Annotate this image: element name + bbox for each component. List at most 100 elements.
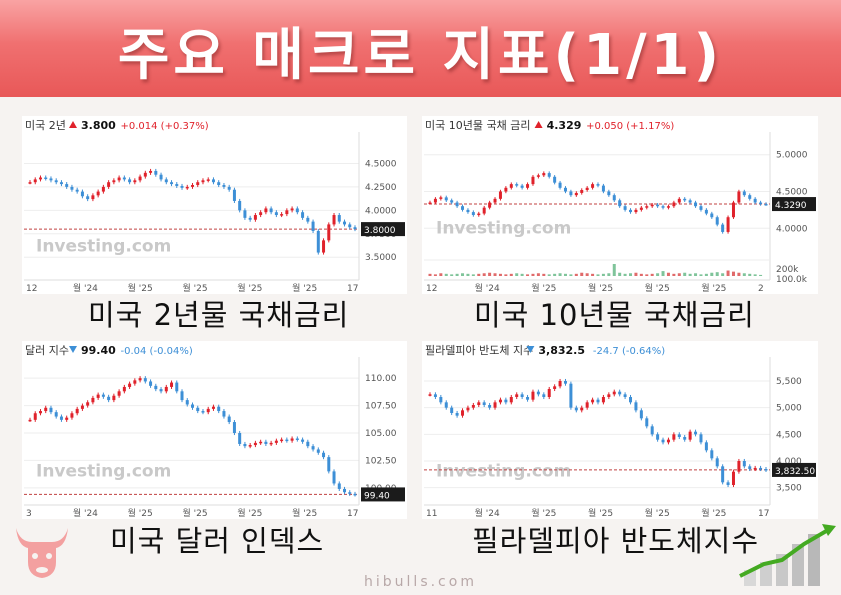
candle-body	[531, 176, 535, 185]
candle-body	[191, 185, 194, 187]
candle-body	[618, 200, 622, 207]
volume-bar	[558, 273, 562, 276]
candle-body	[623, 394, 627, 397]
candle-body	[596, 184, 600, 186]
candle-body	[96, 394, 100, 398]
chart-us-2y: 미국 2년 3.800 +0.014 (+0.37%) 4.5000 4.2500 4.0…	[24, 119, 405, 294]
volume-bar	[721, 273, 725, 276]
candle-body	[526, 397, 530, 400]
candle-body	[694, 202, 698, 207]
x-tick-label: 17	[758, 509, 769, 519]
volume-bar	[509, 273, 513, 276]
candle-body	[477, 213, 481, 216]
candle-body	[285, 210, 289, 215]
candle-body	[493, 402, 497, 408]
candle-body	[656, 204, 660, 207]
candle-body	[227, 186, 231, 190]
candle-body	[634, 402, 638, 411]
last-price-box	[772, 197, 816, 212]
candle-body	[274, 440, 278, 443]
candle-body	[122, 386, 126, 392]
candle-body	[59, 182, 63, 185]
candle-body	[547, 389, 551, 397]
candle-body	[607, 191, 611, 196]
candle-body	[243, 210, 247, 218]
candle-body	[201, 411, 205, 413]
candle-body	[301, 212, 305, 218]
candle-body	[149, 170, 153, 173]
chart-sox: 필라델피아 반도체 지수 3,832.5 -24.7 (-0.64%) 5,500 5,…	[424, 344, 816, 519]
y-tick-label: 5.0000	[776, 151, 808, 161]
candle-body	[455, 413, 459, 416]
candle-body	[253, 442, 257, 446]
volume-bar	[433, 274, 437, 276]
y-tick-label: 4,500	[776, 430, 802, 440]
candle-body	[444, 402, 448, 408]
volume-bar	[607, 273, 611, 276]
candle-body	[348, 224, 352, 228]
candle-body	[259, 212, 263, 216]
candle-body	[753, 198, 757, 203]
candle-body	[542, 394, 546, 397]
candle-body	[515, 184, 519, 186]
candle-body	[243, 443, 247, 447]
candle-body	[332, 215, 336, 225]
candle-body	[322, 240, 326, 253]
x-tick-label: 3	[26, 509, 32, 519]
candle-body	[504, 399, 508, 403]
x-tick-label: 월 '25	[588, 282, 613, 294]
candle-body	[201, 180, 205, 183]
candle-body	[159, 174, 163, 180]
candle-body	[28, 182, 32, 184]
candle-body	[295, 438, 299, 440]
candle-body	[520, 185, 524, 188]
candle-body	[143, 378, 147, 382]
volume-bar	[737, 272, 741, 276]
candle-body	[274, 212, 278, 216]
candle-body	[666, 206, 670, 208]
candle-body	[542, 173, 546, 176]
candle-body	[553, 386, 557, 389]
candle-body	[91, 397, 95, 403]
candle-body	[439, 197, 443, 199]
candle-body	[143, 172, 147, 177]
volume-bar	[666, 272, 670, 276]
candle-body	[444, 197, 448, 201]
candle-body	[75, 408, 79, 414]
volume-bar	[629, 273, 633, 276]
x-tick-label: 월 '25	[292, 507, 317, 519]
candle-body	[238, 433, 242, 444]
candle-body	[461, 410, 465, 416]
candle-body	[206, 179, 210, 181]
candle-body	[80, 191, 84, 197]
candle-body	[311, 221, 315, 231]
candle-body	[482, 402, 486, 405]
candle-body	[337, 215, 341, 222]
x-tick-label: 월 '25	[183, 282, 208, 294]
candle-body	[33, 179, 37, 183]
volume-bar	[650, 273, 654, 276]
candle-body	[337, 483, 341, 489]
candle-body	[180, 185, 184, 188]
candle-body	[316, 230, 320, 253]
candle-body	[585, 402, 589, 408]
volume-bar	[526, 274, 530, 276]
candle-body	[694, 431, 698, 435]
volume-bar	[601, 273, 605, 276]
down-arrow-icon	[526, 346, 535, 353]
candle-body	[661, 439, 665, 443]
y-tick-label: 105.00	[365, 429, 397, 439]
last-price-box	[361, 222, 405, 237]
volume-bar	[694, 273, 698, 276]
candle-body	[54, 180, 58, 183]
footer-site: hibulls.com	[364, 574, 477, 590]
candle-body	[455, 202, 459, 207]
y-tick-label: 4.5000	[365, 159, 397, 169]
chart-price: 3.800	[81, 119, 116, 132]
up-arrow-icon	[534, 121, 543, 128]
candle-body	[170, 382, 174, 387]
candle-body	[301, 439, 305, 442]
volume-bar	[715, 272, 719, 276]
x-tick-label: 2	[758, 284, 764, 294]
candle-body	[175, 382, 179, 392]
